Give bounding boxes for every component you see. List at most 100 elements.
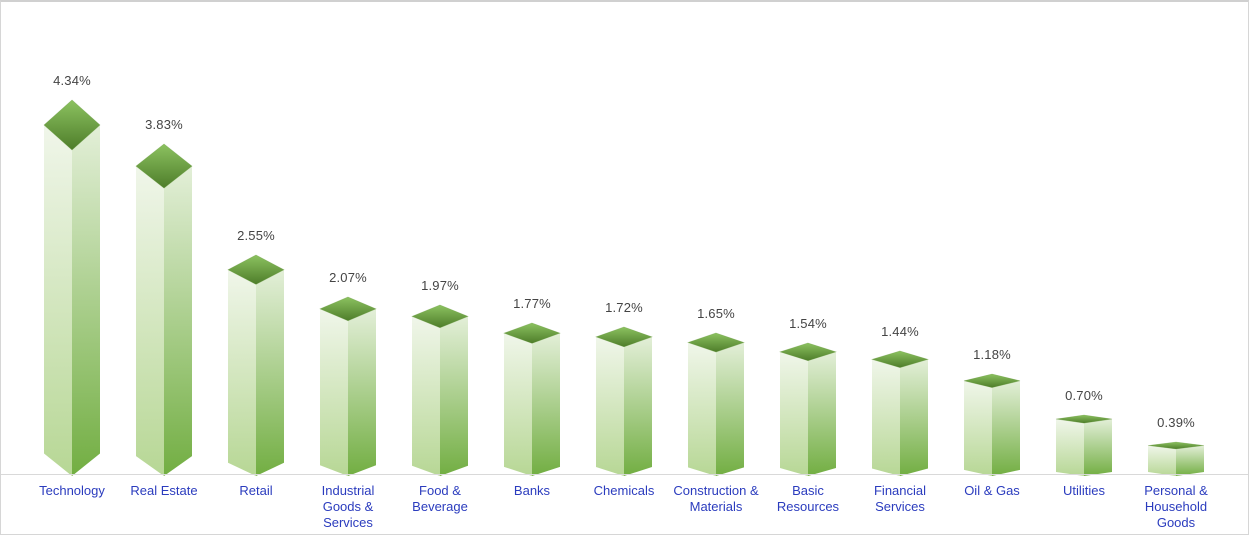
- bar-utilities: [1055, 414, 1113, 476]
- bar-basic-resources: [779, 342, 837, 476]
- value-label-banks: 1.77%: [513, 296, 551, 311]
- bar-financial-services: [870, 350, 930, 476]
- value-label-technology: 4.34%: [53, 73, 91, 88]
- category-label-line: Oil & Gas: [964, 483, 1020, 498]
- bar-right-face: [72, 125, 100, 476]
- bar-right-face: [900, 359, 928, 476]
- bar-top-face: [227, 254, 285, 285]
- category-label-line: Retail: [239, 483, 273, 498]
- category-label-retail: Retail: [204, 483, 308, 499]
- value-label-retail: 2.55%: [237, 228, 275, 243]
- bar-left-face: [136, 166, 164, 476]
- bar-right-face: [992, 380, 1020, 476]
- bar-top-face: [1055, 414, 1113, 424]
- x-axis-baseline: [1, 474, 1248, 475]
- category-label-real-estate: Real Estate: [112, 483, 216, 499]
- bar-industrial-goods-services: [319, 296, 377, 476]
- bar-technology: [43, 99, 101, 476]
- category-label-utilities: Utilities: [1032, 483, 1136, 499]
- bar-top-face: [870, 350, 930, 368]
- category-label-line: Personal &: [1144, 483, 1208, 498]
- value-label-industrial-goods-services: 2.07%: [329, 270, 367, 285]
- category-label-line: Services: [323, 515, 373, 530]
- bar-top-face: [43, 99, 101, 151]
- value-label-construction-materials: 1.65%: [697, 306, 735, 321]
- bar-right-face: [164, 166, 192, 476]
- bar-top-face: [135, 143, 193, 189]
- bar-personal-household-goods: [1147, 441, 1205, 476]
- bar-left-face: [44, 125, 72, 476]
- value-label-oil-gas: 1.18%: [973, 347, 1011, 362]
- category-label-line: Goods: [1156, 515, 1196, 530]
- value-label-chemicals: 1.72%: [605, 300, 643, 315]
- category-label-basic-resources: Basic Resources: [756, 483, 860, 515]
- category-label-chemicals: Chemicals: [572, 483, 676, 499]
- category-label-line: Household: [1144, 499, 1208, 514]
- bar-construction-materials: [687, 332, 745, 476]
- value-label-utilities: 0.70%: [1065, 388, 1103, 403]
- value-label-personal-household-goods: 0.39%: [1157, 415, 1195, 430]
- bar-right-face: [1084, 419, 1112, 476]
- category-label-line: Services: [875, 499, 925, 514]
- category-label-personal-household-goods: Personal & Household Goods: [1124, 483, 1228, 531]
- bar-left-face: [1056, 419, 1084, 476]
- category-label-line: Goods &: [322, 499, 374, 514]
- category-label-line: Utilities: [1063, 483, 1105, 498]
- bar-left-face: [596, 336, 624, 476]
- category-label-line: Beverage: [412, 499, 468, 514]
- bar-right-face: [440, 316, 468, 476]
- value-label-basic-resources: 1.54%: [789, 316, 827, 331]
- bar-oil-gas: [963, 373, 1021, 476]
- bar-top-face: [779, 342, 837, 362]
- bar-right-face: [716, 342, 744, 476]
- bar-left-face: [964, 380, 992, 476]
- bar-top-face: [503, 322, 561, 344]
- bar-right-face: [624, 336, 652, 476]
- category-label-line: Banks: [513, 483, 551, 498]
- bar-banks: [503, 322, 561, 476]
- category-label-line: Basic: [792, 483, 824, 498]
- bar-food-beverage: [411, 304, 469, 476]
- bar-right-face: [532, 333, 560, 476]
- bar-right-face: [348, 308, 376, 476]
- bar-left-face: [412, 316, 440, 476]
- category-label-construction-materials: Construction & Materials: [664, 483, 768, 515]
- category-label-banks: Banks: [480, 483, 584, 499]
- bar-chemicals: [595, 326, 653, 476]
- bar-left-face: [504, 333, 532, 476]
- category-label-line: Chemicals: [593, 483, 655, 498]
- bar-right-face: [1176, 445, 1204, 476]
- category-label-line: Technology: [39, 483, 105, 498]
- category-label-line: Financial: [873, 483, 927, 498]
- bar-top-face: [963, 373, 1021, 388]
- bar-left-face: [688, 342, 716, 476]
- bar-left-face: [780, 351, 808, 476]
- bar-top-face: [319, 296, 377, 322]
- bar-left-face: [320, 308, 348, 476]
- bar-left-face: [228, 269, 256, 476]
- bar-top-face: [687, 332, 745, 353]
- category-label-industrial-goods-services: Industrial Goods & Services: [296, 483, 400, 531]
- category-label-line: Real Estate: [130, 483, 198, 498]
- value-label-food-beverage: 1.97%: [421, 278, 459, 293]
- bar-left-face: [1148, 445, 1176, 476]
- category-label-financial-services: Financial Services: [848, 483, 952, 515]
- bar-retail: [227, 254, 285, 476]
- value-label-real-estate: 3.83%: [145, 117, 183, 132]
- bar-real-estate: [135, 143, 193, 476]
- bar-top-face: [595, 326, 653, 348]
- category-label-line: Resources: [776, 499, 840, 514]
- bar-right-face: [256, 269, 284, 476]
- bar-left-face: [872, 359, 900, 476]
- bar-top-face: [411, 304, 469, 329]
- category-label-line: Industrial: [321, 483, 375, 498]
- bar-right-face: [808, 351, 836, 476]
- category-label-food-beverage: Food & Beverage: [388, 483, 492, 515]
- value-label-financial-services: 1.44%: [881, 324, 919, 339]
- category-label-technology: Technology: [20, 483, 124, 499]
- category-label-oil-gas: Oil & Gas: [940, 483, 1044, 499]
- bar-top-face: [1147, 441, 1205, 450]
- category-label-line: Food &: [419, 483, 461, 498]
- category-label-line: Materials: [689, 499, 743, 514]
